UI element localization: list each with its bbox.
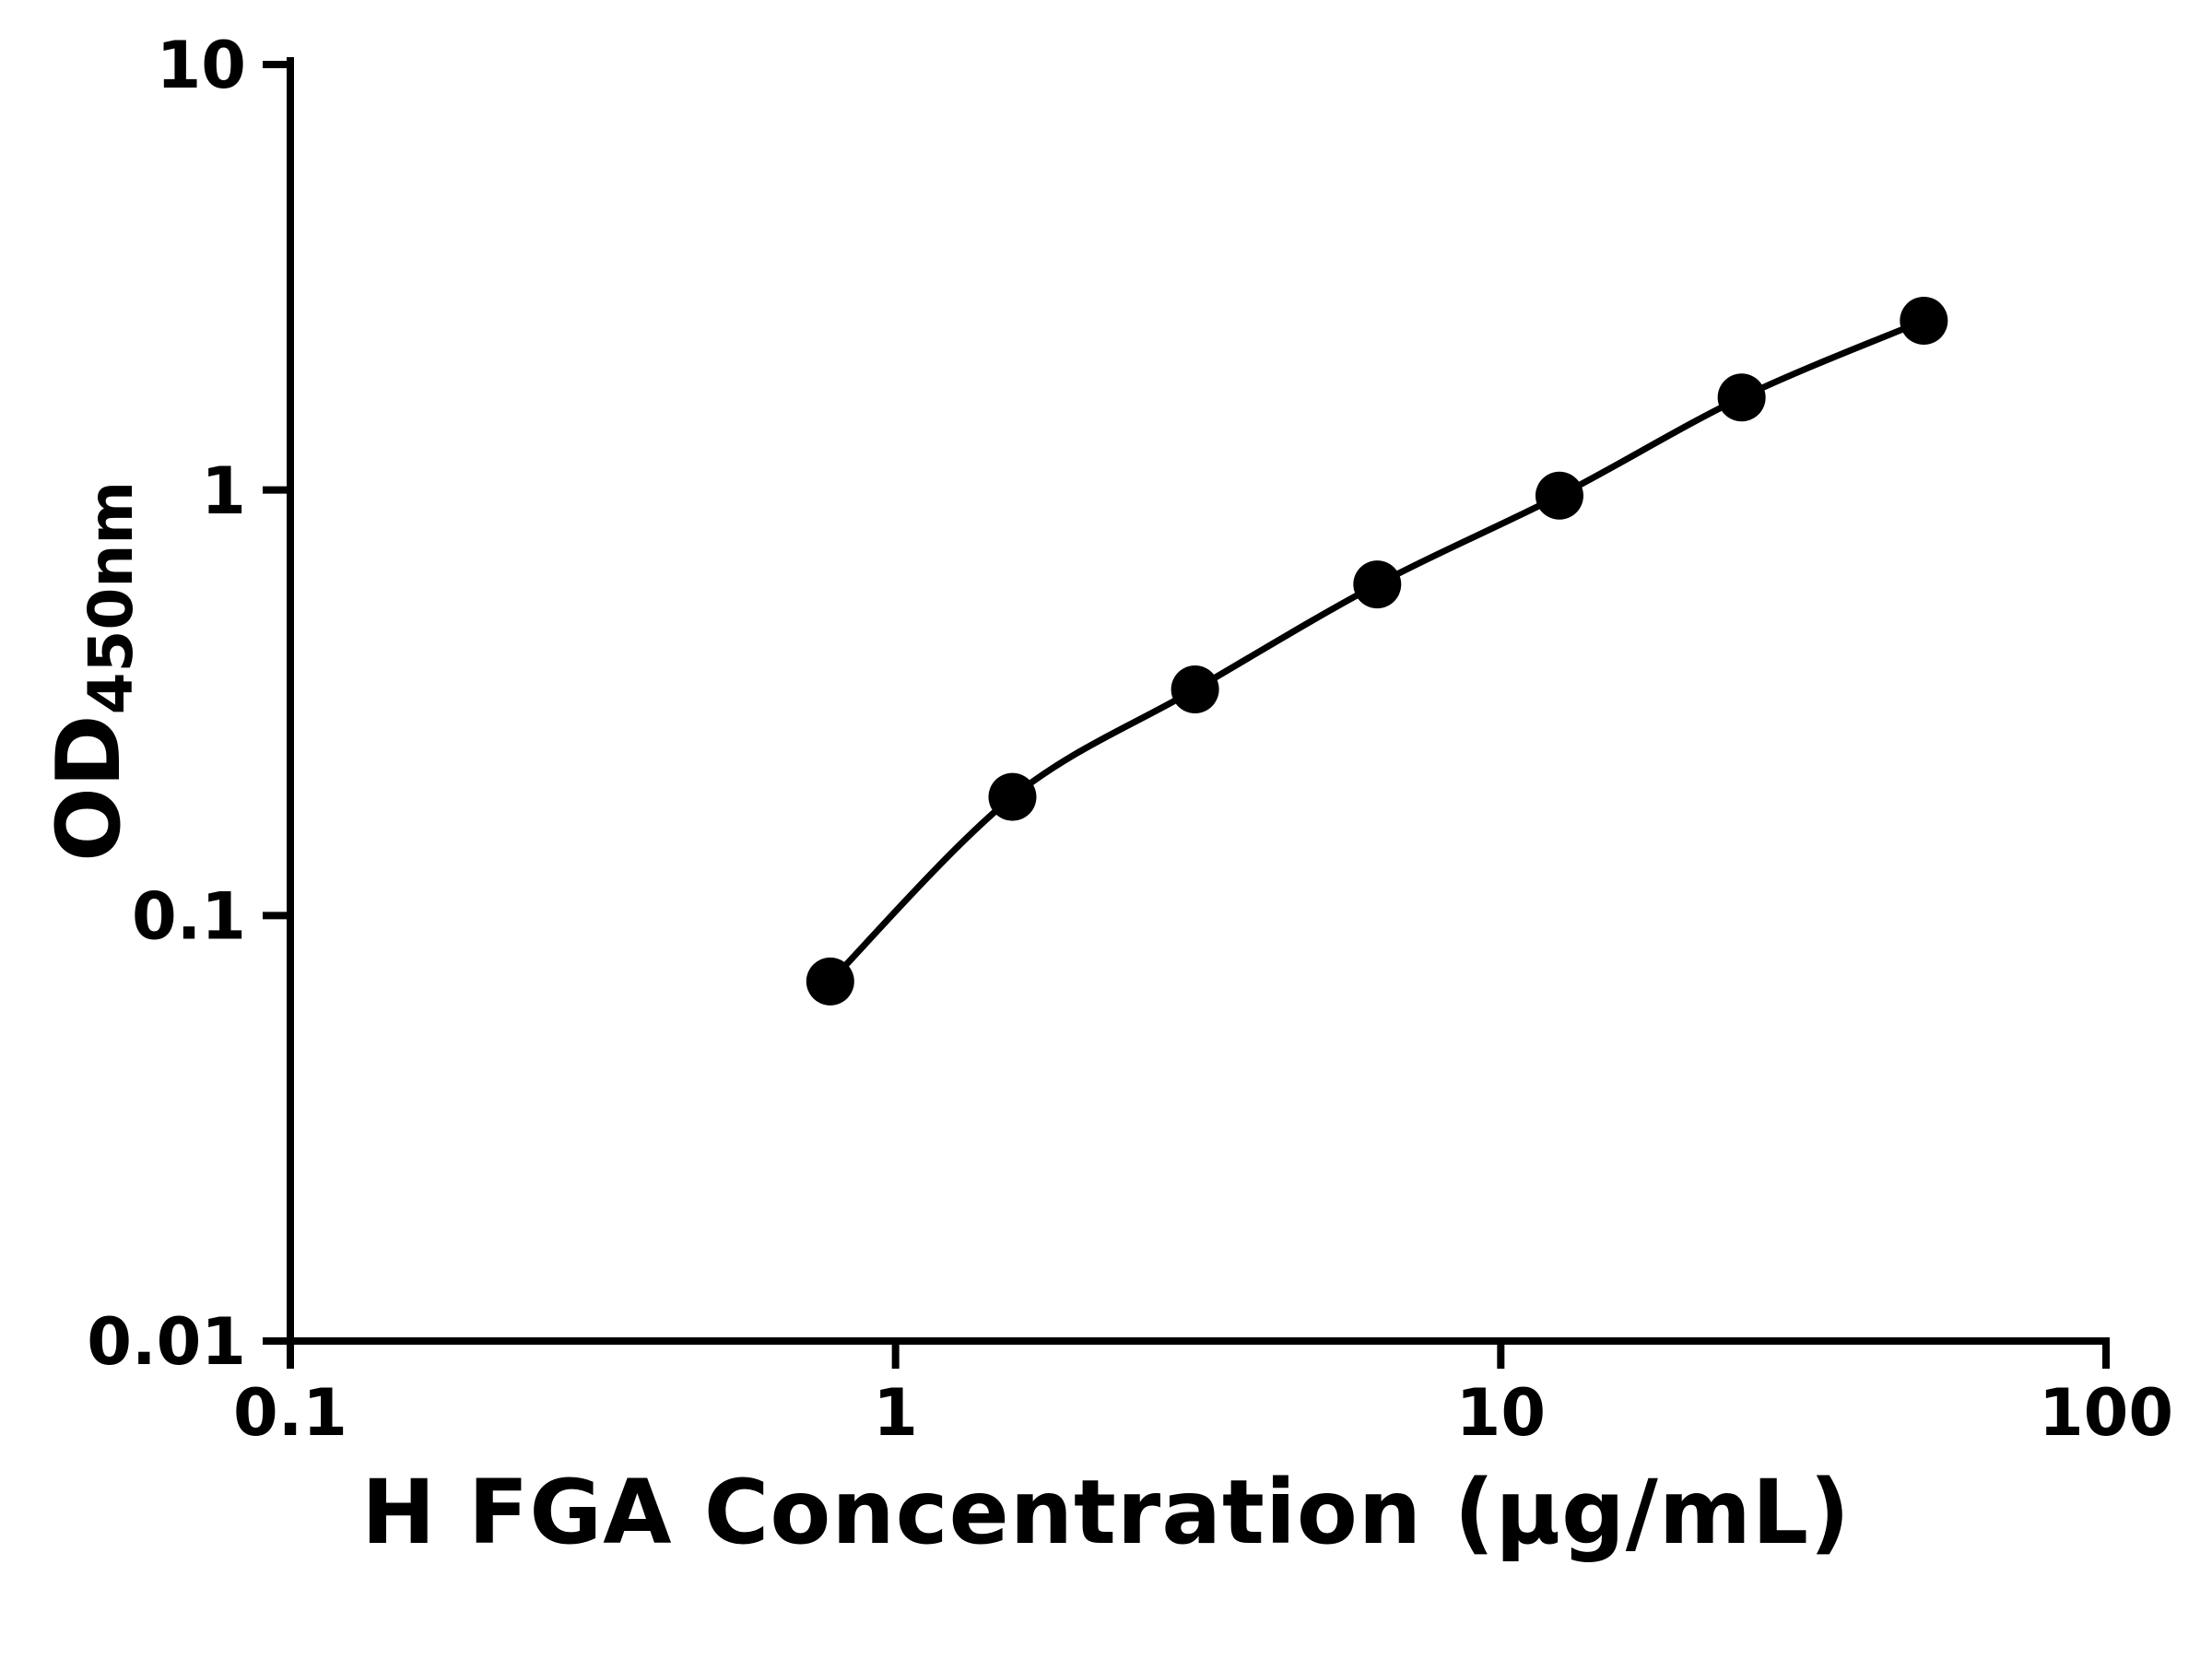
- x-tick-label: 100: [2039, 1375, 2173, 1451]
- x-axis-title-text: H FGA Concentration (μg/mL): [361, 1461, 1851, 1564]
- x-tick-label: 10: [1456, 1375, 1546, 1451]
- y-axis-title: OD450nm: [39, 481, 147, 862]
- fit-curve: [828, 317, 1925, 984]
- y-axis-title-subscript: 450nm: [76, 480, 147, 715]
- y-tick-label: 10: [157, 28, 246, 103]
- x-tick-label: 0.1: [233, 1375, 347, 1451]
- x-tick-label: 1: [873, 1375, 918, 1451]
- y-tick-label: 0.1: [132, 879, 246, 955]
- data-point-marker: [806, 957, 854, 1006]
- data-point-marker: [1535, 471, 1583, 520]
- data-point-marker: [1717, 373, 1766, 422]
- x-axis-title: H FGA Concentration (μg/mL): [0, 1461, 2212, 1564]
- y-tick-label: 1: [201, 453, 246, 529]
- data-point-marker: [988, 772, 1037, 821]
- data-point-marker: [1171, 665, 1219, 713]
- data-point-marker: [1353, 560, 1402, 609]
- data-point-marker: [1900, 296, 1948, 345]
- y-tick-label: 0.01: [87, 1304, 246, 1380]
- y-axis-title-main: OD: [39, 714, 140, 862]
